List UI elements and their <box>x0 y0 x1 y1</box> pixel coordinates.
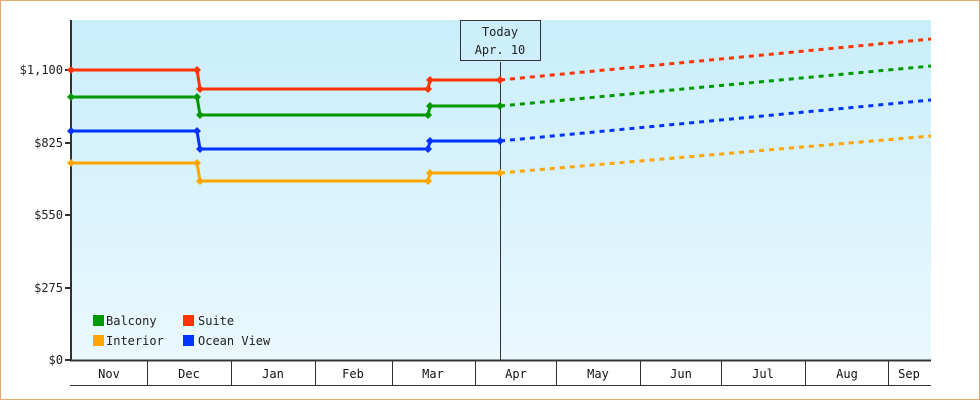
x-label-aug: Aug <box>836 367 858 381</box>
legend-label: Ocean View <box>198 334 271 348</box>
legend-swatch-icon <box>183 315 194 326</box>
x-label-may: May <box>587 367 609 381</box>
x-label-mar: Mar <box>422 367 444 381</box>
x-label-sep: Sep <box>898 367 920 381</box>
x-label-jun: Jun <box>670 367 692 381</box>
series-interior <box>67 134 932 185</box>
series-balcony <box>67 64 932 119</box>
legend: Balcony Suite Interior Ocean View <box>93 314 271 348</box>
legend-item-interior[interactable]: Interior <box>93 334 164 348</box>
x-label-dec: Dec <box>178 367 200 381</box>
y-tick-825: $825 <box>34 136 63 150</box>
legend-swatch-icon <box>93 315 104 326</box>
x-label-nov: Nov <box>98 367 120 381</box>
y-tick-550: $550 <box>34 208 63 222</box>
x-tick-labels: Nov Dec Jan Feb Mar Apr May Jun Jul Aug … <box>98 367 920 381</box>
legend-item-ocean-view[interactable]: Ocean View <box>183 334 271 348</box>
today-callout: Today Apr. 10 <box>460 20 541 61</box>
today-date: Apr. 10 <box>475 43 526 57</box>
today-title: Today <box>482 25 518 39</box>
y-tick-1100: $1,100 <box>20 63 63 77</box>
legend-item-balcony[interactable]: Balcony <box>93 314 157 328</box>
legend-item-suite[interactable]: Suite <box>183 314 234 328</box>
y-tick-labels: $0 $275 $550 $825 $1,100 <box>20 63 63 367</box>
legend-swatch-icon <box>93 335 104 346</box>
x-label-apr: Apr <box>505 367 527 381</box>
legend-label: Interior <box>106 334 164 348</box>
x-label-jul: Jul <box>752 367 774 381</box>
series-suite <box>67 37 932 93</box>
x-axis <box>70 359 931 386</box>
y-tick-0: $0 <box>49 353 63 367</box>
legend-label: Suite <box>198 314 234 328</box>
x-label-feb: Feb <box>342 367 364 381</box>
y-tick-275: $275 <box>34 281 63 295</box>
x-label-jan: Jan <box>262 367 284 381</box>
legend-swatch-icon <box>183 335 194 346</box>
series-ocean-view <box>67 98 932 153</box>
legend-label: Balcony <box>106 314 157 328</box>
